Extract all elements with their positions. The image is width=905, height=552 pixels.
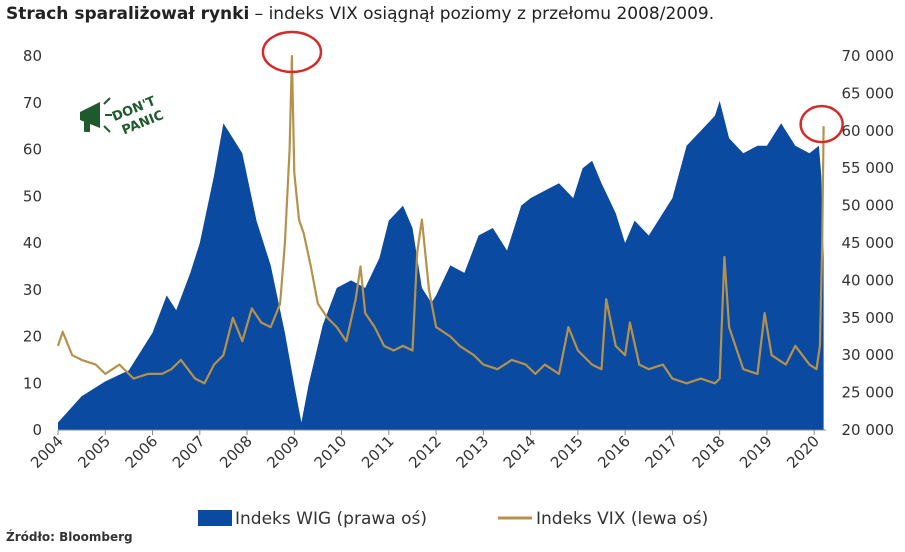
x-tick-label: 2015 <box>547 432 587 472</box>
left-tick-label: 30 <box>23 281 42 299</box>
x-tick-label: 2009 <box>263 432 303 472</box>
left-tick-label: 80 <box>23 47 42 65</box>
x-tick-label: 2017 <box>641 432 681 472</box>
chart-title: Strach sparaliżował rynki – indeks VIX o… <box>6 4 714 24</box>
x-tick-label: 2006 <box>122 432 162 472</box>
left-tick-label: 0 <box>32 421 42 439</box>
right-tick-label: 40 000 <box>842 271 895 289</box>
right-tick-label: 25 000 <box>842 384 895 402</box>
source-note: Źródło: Bloomberg <box>6 530 133 544</box>
wig-area-series <box>58 100 824 431</box>
legend-vix-label: Indeks VIX (lewa oś) <box>536 509 708 529</box>
left-tick-label: 40 <box>23 234 42 252</box>
x-tick-label: 2011 <box>358 432 398 472</box>
chart-title-rest: – indeks VIX osiągnął poziomy z przełomu… <box>249 4 715 24</box>
x-tick-label: 2016 <box>594 432 634 472</box>
right-tick-label: 70 000 <box>842 47 895 65</box>
x-tick-label: 2018 <box>689 432 729 472</box>
x-tick-label: 2019 <box>736 432 776 472</box>
left-tick-label: 50 <box>23 187 42 205</box>
legend-wig-label: Indeks WIG (prawa oś) <box>235 509 427 529</box>
right-tick-label: 60 000 <box>842 122 895 140</box>
right-tick-label: 50 000 <box>842 197 895 215</box>
highlight-circle-2020 <box>799 104 844 144</box>
legend-wig-swatch <box>198 510 232 526</box>
right-tick-label: 55 000 <box>842 159 895 177</box>
vix-line-series <box>56 54 825 385</box>
left-tick-label: 60 <box>23 141 42 159</box>
chart-title-bold: Strach sparaliżował rynki <box>6 4 250 24</box>
x-tick-label: 2020 <box>783 432 823 472</box>
x-tick-label: 2014 <box>500 432 540 472</box>
highlight-circle-2008 <box>261 30 323 74</box>
right-tick-label: 30 000 <box>842 346 895 364</box>
right-tick-label: 65 000 <box>842 84 895 102</box>
right-tick-label: 45 000 <box>842 234 895 252</box>
dont-panic-badge: DON'T PANIC <box>80 94 166 138</box>
x-tick-label: 2007 <box>169 432 209 472</box>
x-tick-label: 2010 <box>311 432 351 472</box>
x-tick-label: 2013 <box>452 432 492 472</box>
left-tick-label: 20 <box>23 328 42 346</box>
x-tick-label: 2008 <box>216 432 256 472</box>
x-tick-label: 2005 <box>74 432 114 472</box>
left-tick-label: 10 <box>23 374 42 392</box>
x-tick-label: 2012 <box>405 432 445 472</box>
highlight-circles <box>261 30 844 144</box>
left-tick-label: 70 <box>23 94 42 112</box>
right-tick-label: 20 000 <box>842 421 895 439</box>
megaphone-icon <box>80 97 112 133</box>
right-tick-label: 35 000 <box>842 309 895 327</box>
legend: Indeks WIG (prawa oś) Indeks VIX (lewa o… <box>198 509 708 529</box>
